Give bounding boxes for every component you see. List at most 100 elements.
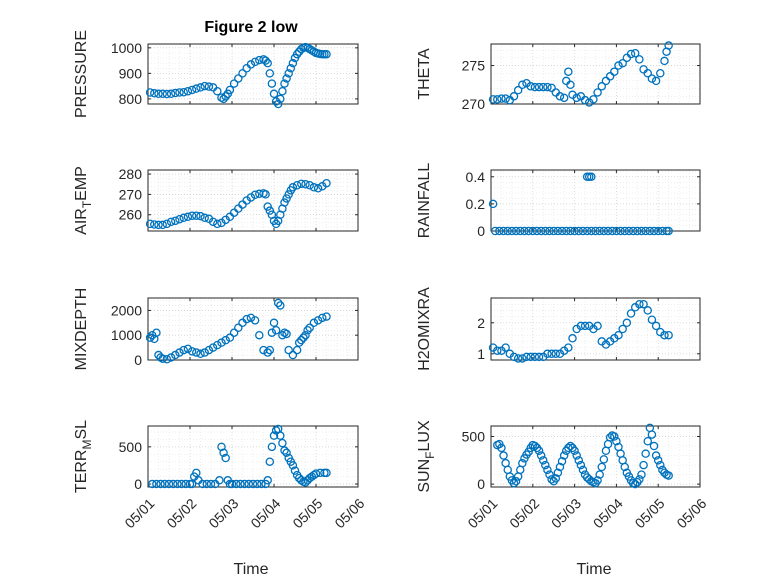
data-point bbox=[160, 479, 170, 489]
data-point bbox=[566, 80, 575, 90]
x-tick-label: 05/01 bbox=[464, 495, 500, 531]
data-point bbox=[612, 226, 621, 236]
data-point bbox=[273, 298, 283, 308]
data-point bbox=[284, 190, 293, 199]
data-point bbox=[269, 89, 279, 99]
data-point bbox=[284, 69, 293, 78]
data-point bbox=[192, 468, 201, 478]
data-point bbox=[192, 348, 201, 357]
data-point bbox=[309, 183, 319, 192]
data-point bbox=[572, 451, 581, 460]
data-point bbox=[641, 449, 650, 458]
data-point bbox=[564, 343, 573, 352]
data-point bbox=[292, 49, 302, 59]
data-point bbox=[156, 479, 165, 489]
figure-title: Figure 2 low bbox=[204, 19, 298, 36]
y-tick-label: 270 bbox=[462, 96, 486, 112]
data-point bbox=[633, 226, 642, 236]
data-point bbox=[526, 82, 535, 91]
data-point bbox=[576, 321, 586, 331]
data-point bbox=[637, 470, 646, 479]
y-tick-label: 500 bbox=[462, 428, 486, 444]
data-point bbox=[658, 226, 667, 236]
data-point bbox=[549, 226, 558, 236]
data-point bbox=[229, 79, 239, 88]
data-point bbox=[179, 88, 188, 97]
x-tick-label: 05/02 bbox=[163, 495, 199, 531]
y-tick-label: 280 bbox=[119, 166, 143, 182]
x-tick-label: 05/01 bbox=[121, 495, 157, 531]
x-tick-label: 05/04 bbox=[247, 495, 283, 531]
y-axis-label: H2OMIXRA bbox=[416, 287, 433, 371]
data-point bbox=[547, 475, 556, 484]
data-point bbox=[599, 226, 609, 236]
data-point bbox=[630, 479, 640, 489]
data-point bbox=[547, 83, 556, 93]
data-point bbox=[288, 350, 298, 360]
data-point bbox=[177, 479, 186, 489]
y-tick-label: 0 bbox=[477, 476, 485, 492]
data-point bbox=[536, 226, 546, 236]
data-point bbox=[643, 68, 653, 78]
data-point bbox=[587, 226, 596, 236]
data-point bbox=[488, 199, 498, 209]
data-point bbox=[551, 474, 561, 483]
data-point bbox=[229, 328, 239, 337]
data-point bbox=[261, 190, 270, 199]
data-point bbox=[553, 468, 563, 477]
data-point bbox=[158, 89, 167, 99]
data-point bbox=[183, 86, 193, 96]
y-axis-label: AIRTEMP bbox=[73, 166, 94, 235]
data-point bbox=[645, 226, 655, 236]
data-point bbox=[173, 479, 182, 489]
y-tick-label: 1 bbox=[477, 346, 485, 362]
subplot-2: 270 275 THETA bbox=[416, 41, 701, 112]
data-point bbox=[653, 456, 663, 465]
data-point bbox=[555, 92, 565, 101]
data-point bbox=[179, 213, 188, 223]
x-tick-label: 05/04 bbox=[590, 495, 626, 531]
data-point bbox=[614, 330, 623, 340]
data-point bbox=[263, 202, 272, 211]
data-point bbox=[536, 451, 546, 460]
y-tick-label: 0.2 bbox=[466, 196, 486, 212]
data-point bbox=[202, 479, 212, 489]
data-point bbox=[543, 82, 552, 92]
x-axis-label-left: Time bbox=[234, 561, 269, 578]
data-point bbox=[292, 180, 302, 190]
y-tick-label: 500 bbox=[119, 439, 143, 455]
data-point bbox=[628, 226, 638, 236]
data-point bbox=[166, 353, 176, 362]
data-point bbox=[234, 74, 243, 83]
data-point bbox=[612, 436, 621, 446]
data-point bbox=[547, 349, 556, 359]
data-point bbox=[276, 94, 285, 104]
data-point bbox=[618, 324, 627, 334]
data-point bbox=[664, 471, 673, 480]
data-point bbox=[250, 190, 260, 200]
data-point bbox=[493, 346, 502, 355]
data-point bbox=[152, 479, 161, 489]
data-point bbox=[175, 214, 184, 224]
data-point bbox=[511, 477, 521, 486]
data-point bbox=[282, 448, 291, 458]
data-point bbox=[322, 468, 331, 478]
data-point bbox=[154, 220, 163, 230]
data-point bbox=[530, 352, 540, 362]
data-point bbox=[559, 451, 569, 460]
data-point bbox=[509, 92, 519, 101]
data-point bbox=[520, 226, 529, 236]
y-axis-label: TERRMSL bbox=[73, 420, 94, 493]
data-point bbox=[181, 479, 191, 489]
data-point bbox=[587, 172, 596, 182]
data-point bbox=[217, 338, 226, 347]
data-point bbox=[301, 330, 310, 340]
data-point bbox=[664, 41, 673, 50]
data-point bbox=[532, 226, 542, 236]
x-tick-label: 05/03 bbox=[205, 495, 241, 531]
data-point bbox=[213, 340, 222, 350]
data-point bbox=[192, 84, 201, 93]
data-point bbox=[284, 345, 293, 355]
data-point bbox=[551, 349, 561, 359]
